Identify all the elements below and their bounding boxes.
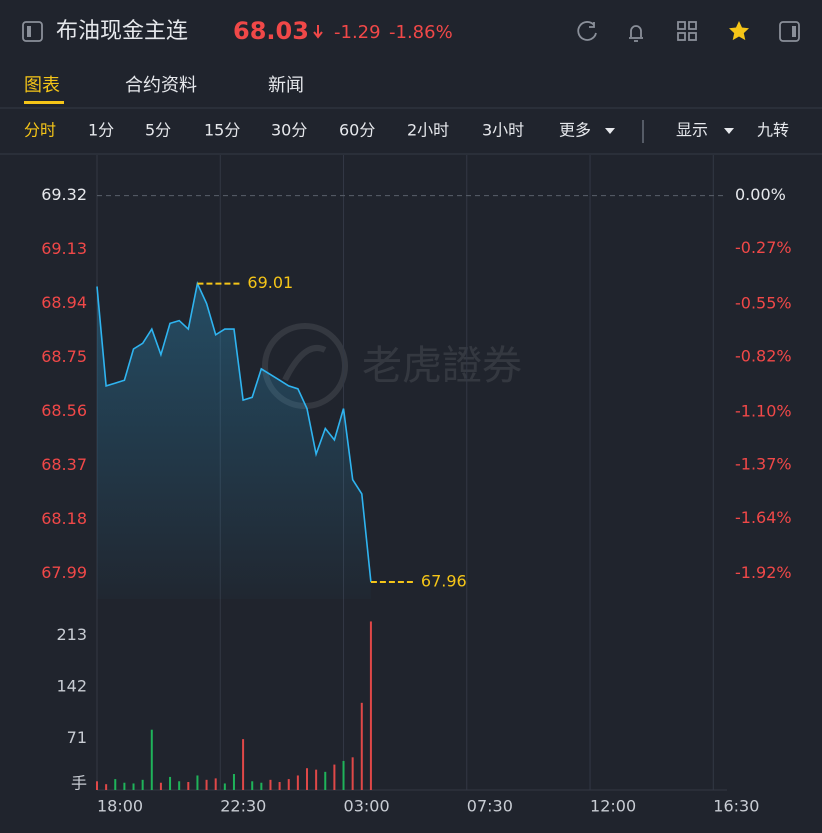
change: -1.29	[334, 22, 381, 43]
volume-bar	[96, 781, 98, 790]
y2-tick-label: 0.00%	[735, 185, 786, 204]
y2-tick-label: -0.82%	[735, 346, 792, 365]
high-label: 69.01	[247, 273, 293, 292]
refresh-icon[interactable]	[577, 21, 597, 41]
volume-bar	[324, 771, 327, 790]
y2-tick-label: -0.27%	[735, 238, 792, 257]
volume-tick-label: 142	[56, 676, 87, 695]
y-tick-label: 68.75	[41, 347, 87, 366]
volume-bar	[150, 729, 153, 790]
volume-bar	[169, 776, 172, 790]
volume-bar	[333, 764, 336, 790]
volume-bar	[214, 778, 217, 790]
y2-tick-label: -0.55%	[735, 293, 792, 312]
y-tick-label: 67.99	[41, 563, 87, 582]
volume-bar	[114, 779, 117, 790]
y2-tick-label: -1.92%	[735, 563, 792, 582]
star-icon[interactable]	[729, 21, 749, 41]
volume-bar	[178, 781, 181, 790]
tab-underline	[24, 101, 64, 104]
panel-icon-bar	[792, 26, 796, 37]
volume-bar	[251, 781, 254, 790]
period[interactable]: 3小时	[482, 121, 524, 140]
tab[interactable]: 图表	[24, 75, 60, 96]
y2-tick-label: -1.64%	[735, 508, 792, 527]
period[interactable]: 15分	[204, 121, 240, 140]
volume-bar	[278, 782, 281, 790]
volume-bar	[306, 768, 308, 790]
volume-bar	[232, 774, 235, 790]
display-menu[interactable]: 显示	[676, 121, 708, 140]
change-pct: -1.86%	[389, 22, 453, 43]
x-tick-label: 12:00	[590, 797, 636, 816]
back-icon-bar	[27, 26, 31, 37]
period[interactable]: 2小时	[407, 121, 449, 140]
tab[interactable]: 合约资料	[125, 75, 197, 96]
volume-bar	[269, 779, 272, 790]
down-arrow	[313, 25, 323, 39]
volume-bar	[296, 775, 299, 790]
x-tick-label: 07:30	[467, 797, 513, 816]
price-area	[97, 283, 371, 599]
y-tick-label: 68.18	[41, 509, 87, 528]
period[interactable]: 60分	[339, 121, 375, 140]
y-tick-label: 69.32	[41, 185, 87, 204]
y-tick-label: 68.56	[41, 401, 87, 420]
volume-bar	[159, 782, 162, 790]
volume-unit: 手	[71, 774, 87, 793]
volume-bar	[141, 779, 144, 790]
panel-icon[interactable]	[779, 21, 800, 42]
period[interactable]: 分时	[24, 121, 56, 140]
y2-tick-label: -1.10%	[735, 402, 792, 421]
x-tick-label: 22:30	[220, 797, 266, 816]
bell-icon[interactable]	[629, 25, 643, 42]
y2-tick-label: -1.37%	[735, 455, 792, 474]
volume-tick-label: 71	[67, 728, 87, 747]
grid-icon[interactable]	[677, 21, 697, 41]
x-tick-label: 18:00	[97, 797, 143, 816]
watermark: 老虎證券	[262, 323, 522, 409]
volume-bar	[369, 621, 372, 790]
volume-bar	[260, 782, 263, 790]
volume-bar	[360, 702, 363, 790]
period[interactable]: 更多	[559, 121, 591, 140]
price: 68.03	[233, 17, 309, 45]
tabs: 图表 合约资料 新闻	[0, 75, 822, 109]
low-label: 67.96	[421, 571, 467, 590]
volume-bar	[187, 782, 190, 790]
volume-bar	[196, 775, 199, 790]
dropdown-icon	[724, 128, 734, 134]
volume-bar	[205, 779, 208, 790]
volume-bar	[351, 757, 354, 790]
volume-bar	[123, 782, 126, 790]
volume-bar	[242, 739, 245, 790]
period[interactable]: 九转	[757, 121, 789, 140]
watermark-text: 老虎證券	[362, 343, 522, 389]
y-tick-label: 68.37	[41, 455, 87, 474]
dropdown-icon	[605, 128, 615, 134]
volume-bar	[315, 769, 318, 790]
x-tick-label: 03:00	[344, 797, 390, 816]
volume-bar	[342, 760, 345, 790]
period[interactable]: 1分	[88, 121, 114, 140]
period-bar: 分时 1分 5分 15分 30分 60分 2小时 3小时 更多 显示 九转	[0, 120, 822, 155]
y-tick-label: 69.13	[41, 239, 87, 258]
volume-bar	[132, 783, 135, 790]
volume-bar	[287, 779, 290, 790]
price-line	[96, 281, 372, 583]
tab[interactable]: 新闻	[268, 75, 304, 96]
volume-tick-label: 213	[56, 625, 87, 644]
volume-bar	[105, 784, 108, 790]
header: 布油现金主连 68.03 -1.29 -1.86%	[22, 17, 800, 45]
volume-bar	[223, 783, 226, 790]
period[interactable]: 30分	[271, 121, 307, 140]
period[interactable]: 5分	[145, 121, 171, 140]
back-icon[interactable]	[22, 21, 43, 42]
symbol-title: 布油现金主连	[56, 19, 188, 44]
watermark-logo	[282, 345, 327, 382]
y-tick-label: 68.94	[41, 293, 87, 312]
x-tick-label: 16:30	[713, 797, 759, 816]
